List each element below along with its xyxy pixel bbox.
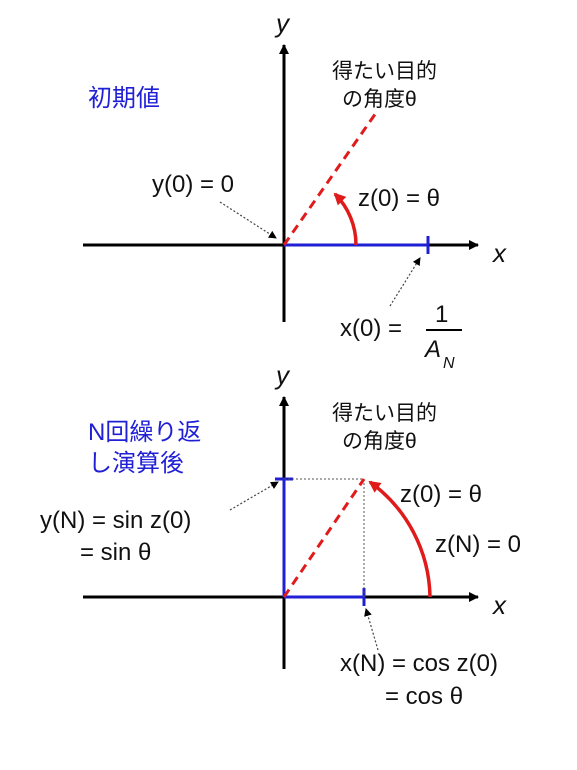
z0-arc bbox=[333, 192, 358, 246]
y-axis-label: y bbox=[274, 8, 291, 38]
yN-pointer bbox=[229, 481, 279, 511]
target-angle-label-2-line1: 得たい目的 bbox=[332, 402, 437, 425]
label-yN-line1: y(N) = sin z(0) bbox=[40, 507, 191, 534]
label-x0-numerator: 1 bbox=[435, 301, 448, 328]
target-angle-label-line1: 得たい目的 bbox=[332, 60, 437, 83]
xN-pointer bbox=[364, 608, 379, 651]
y-axis-label-2: y bbox=[274, 360, 291, 390]
label-y0: y(0) = 0 bbox=[152, 171, 234, 198]
label-x0-denominator: A bbox=[423, 336, 441, 363]
target-angle-line-2 bbox=[282, 478, 366, 598]
panel-after-iterations: x y N回繰り返 し演算後 得たい目的 の角度θ y(N) = sin z(0… bbox=[40, 360, 521, 710]
x-axis-label-2: x bbox=[491, 590, 507, 620]
y0-pointer bbox=[219, 201, 277, 239]
label-zN: z(N) = 0 bbox=[435, 531, 521, 558]
heading-initial: 初期値 bbox=[88, 85, 160, 112]
label-x0-subscript: N bbox=[443, 355, 455, 372]
target-angle-label-2-line2: の角度θ bbox=[342, 430, 417, 453]
rotation-arc bbox=[368, 480, 432, 598]
label-z0: z(0) = θ bbox=[358, 185, 440, 212]
label-yN-line2: = sin θ bbox=[80, 539, 151, 566]
x-axis-label: x bbox=[491, 238, 507, 268]
label-xN-line2: = cos θ bbox=[385, 683, 463, 710]
label-z0-2: z(0) = θ bbox=[400, 481, 482, 508]
target-angle-label-line2: の角度θ bbox=[342, 88, 417, 111]
heading-after-line2: し演算後 bbox=[88, 450, 184, 477]
x0-pointer bbox=[389, 257, 421, 307]
label-x0: x(0) = bbox=[340, 315, 402, 342]
target-angle-line bbox=[282, 109, 380, 246]
panel-initial: x y 初期値 得たい目的 の角度θ y(0) = 0 z(0) = θ x(0… bbox=[83, 8, 507, 372]
heading-after-line1: N回繰り返 bbox=[88, 419, 201, 446]
label-xN-line1: x(N) = cos z(0) bbox=[340, 650, 498, 677]
